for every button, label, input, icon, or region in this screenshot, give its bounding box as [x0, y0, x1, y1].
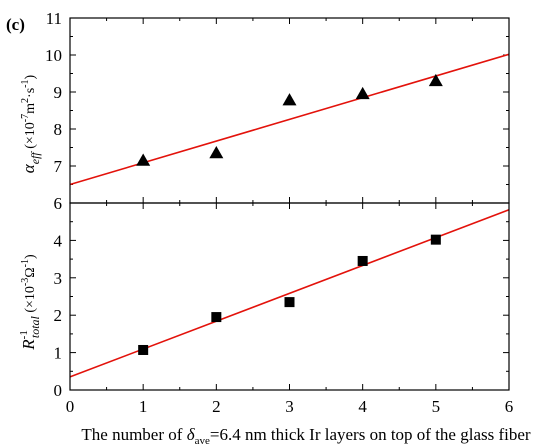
bottom-plot-frame: [69, 202, 510, 391]
top-ylabel-units-exp2: 2: [20, 98, 31, 103]
bottom-data-point-2: [211, 312, 222, 323]
top-ylabel-units-mid: m: [23, 103, 38, 114]
panel-label: (c): [6, 15, 25, 34]
x-tick-label: 1: [139, 397, 148, 416]
top-y-tick-label: 9: [54, 83, 63, 102]
bottom-y-ticks: 0 1 2 3 4: [54, 202, 509, 400]
x-tick-label: 0: [66, 397, 75, 416]
bottom-data-point-5: [430, 234, 441, 245]
top-fit-line: [69, 53, 510, 186]
x-tick-label: 6: [505, 397, 514, 416]
bottom-ylabel-units-close: ): [23, 254, 38, 259]
top-data-point-2: [209, 146, 224, 159]
top-ylabel-units-close: ): [23, 74, 38, 79]
top-data-point-3: [282, 93, 297, 106]
x-tick-label: 2: [212, 397, 221, 416]
bottom-ylabel-symbol-sub: total: [28, 315, 42, 338]
xlabel-suffix: =6.4 nm thick Ir layers on top of the gl…: [210, 425, 531, 444]
x-tick-label: 3: [285, 397, 294, 416]
top-ylabel-units-dot: ·s: [23, 88, 38, 98]
bottom-ylabel-units-exp2: -1: [20, 259, 31, 267]
top-plot-frame: [69, 17, 510, 204]
x-tick-labels: 0 1 2 3 4 5 6: [66, 397, 514, 416]
bottom-y-tick-label: 2: [54, 306, 63, 325]
bottom-ylabel-units-open: (×10: [23, 286, 38, 316]
top-y-tick-label: 11: [46, 9, 62, 28]
bottom-fit-line: [69, 208, 510, 378]
bottom-data-point-4: [357, 255, 368, 266]
bottom-ylabel-symbol: R: [19, 339, 38, 351]
bottom-data-point-3: [284, 297, 295, 308]
top-ylabel-symbol-sub: eff: [28, 151, 42, 165]
xlabel-prefix: The number of: [81, 425, 186, 444]
bottom-ylabel-units-exp1: -3: [20, 278, 31, 286]
top-y-tick-label: 8: [54, 120, 63, 139]
bottom-data-points: [138, 234, 441, 355]
xlabel-symbol: δ: [187, 425, 196, 444]
bottom-ylabel-units-mid: Ω: [23, 267, 38, 277]
top-data-point-4: [355, 86, 370, 100]
top-ylabel-units-exp3: -1: [20, 79, 31, 87]
xlabel-symbol-sub: ave: [195, 435, 210, 447]
x-axis-label: The number of δave=6.4 nm thick Ir layer…: [81, 425, 531, 447]
top-y-tick-label: 7: [54, 157, 63, 176]
x-tick-label: 4: [358, 397, 367, 416]
top-ylabel-units-exp1: -7: [20, 114, 31, 122]
bottom-x-ticks: [69, 203, 510, 390]
bottom-y-tick-label: 4: [54, 231, 63, 250]
bottom-y-axis-label: R-1total (×10-3Ω-1): [18, 254, 42, 351]
bottom-y-tick-label: 3: [54, 269, 63, 288]
top-panel: 6 7 8 9 10 11 αeff (×10-7m2·s-1): [19, 9, 510, 213]
top-y-tick-label: 10: [45, 46, 62, 65]
bottom-data-point-1: [138, 344, 149, 355]
x-tick-label: 5: [432, 397, 441, 416]
top-data-points: [136, 73, 443, 166]
top-ylabel-units-open: (×10: [23, 122, 38, 152]
top-y-tick-label: 6: [54, 194, 63, 213]
bottom-linear-fit: [69, 208, 510, 378]
top-linear-fit: [69, 53, 510, 186]
top-y-axis-label: αeff (×10-7m2·s-1): [19, 74, 42, 173]
bottom-y-tick-label: 0: [54, 381, 63, 400]
top-x-ticks: [69, 18, 510, 203]
bottom-y-tick-label: 1: [54, 344, 63, 363]
bottom-ylabel-symbol-sup: -1: [18, 330, 30, 339]
top-data-point-5: [428, 73, 443, 87]
top-ylabel-symbol: α: [19, 163, 38, 173]
top-y-ticks: 6 7 8 9 10 11: [45, 9, 509, 213]
top-data-point-1: [136, 153, 151, 166]
